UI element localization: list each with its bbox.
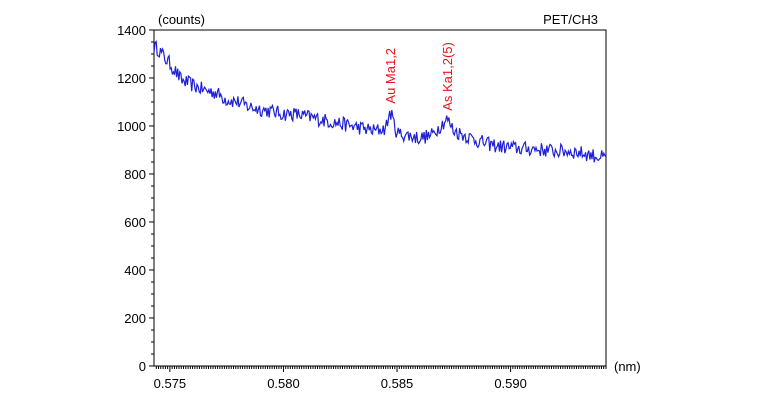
chart-title: PET/CH3 (543, 12, 598, 27)
peak-annotation: As Ka1,2(5) (440, 42, 455, 111)
y-tick-label: 1000 (117, 119, 146, 134)
spectrum-line (153, 40, 607, 163)
y-tick-label: 600 (124, 215, 146, 230)
x-tick-label: 0.590 (494, 376, 527, 391)
x-tick-label: 0.585 (381, 376, 414, 391)
plot-area (153, 29, 607, 367)
y-tick-label: 400 (124, 263, 146, 278)
x-axis-label: (nm) (614, 359, 641, 374)
x-tick-label: 0.575 (154, 376, 187, 391)
y-tick-label: 1200 (117, 71, 146, 86)
y-axis-label: (counts) (158, 12, 205, 27)
y-tick-label: 1400 (117, 23, 146, 38)
y-tick-label: 0 (139, 359, 146, 374)
y-tick-label: 800 (124, 167, 146, 182)
y-tick-label: 200 (124, 311, 146, 326)
x-tick-label: 0.580 (267, 376, 300, 391)
peak-annotation: Au Ma1,2 (383, 48, 398, 104)
